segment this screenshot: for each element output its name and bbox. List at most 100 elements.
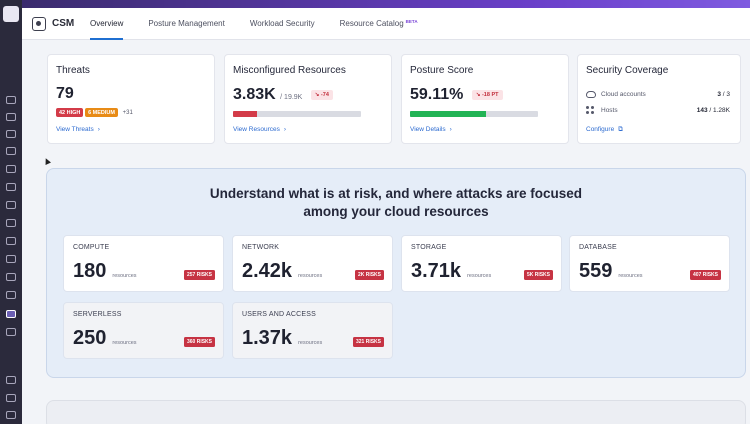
tab-overview[interactable]: Overview (90, 8, 124, 40)
tab-label: Posture Management (148, 19, 225, 28)
cloud-accounts-label: Cloud accounts (601, 91, 646, 98)
resource-count: 2.42k (242, 260, 293, 282)
cloud-accounts-value: 3 / 3 (717, 91, 730, 98)
posture-progress-bar (410, 111, 538, 117)
risk-card-compute[interactable]: COMPUTE 180 resources 257 RISKS (63, 235, 224, 292)
misconfigured-resources-card: Misconfigured Resources 3.83K / 19.9K ↘ … (224, 54, 392, 144)
external-link-icon: ⧉ (618, 126, 623, 133)
more-count: +31 (122, 109, 133, 116)
headline-line-2: among your cloud resources (303, 204, 489, 219)
left-nav-sidebar (0, 0, 22, 424)
tab-label: Overview (90, 19, 124, 28)
hosts-value: 143 / 1.28K (697, 107, 730, 114)
link-label: View Threats (56, 126, 94, 133)
risk-card-value-row: 3.71k resources (411, 260, 491, 283)
risk-card-users-and-access[interactable]: USERS AND ACCESS 1.37k resources 321 RISK… (232, 302, 393, 359)
progress-fill (410, 111, 486, 117)
medium-severity-badge: 6 MEDIUM (85, 108, 118, 117)
next-section-panel (46, 400, 746, 424)
hosts-count: 143 (696, 106, 708, 114)
view-threats-link[interactable]: View Threats › (56, 126, 100, 133)
cloud-icon (586, 91, 596, 98)
resource-count: 250 (73, 327, 107, 349)
watchdog-icon[interactable] (6, 113, 16, 121)
integrations-icon[interactable] (6, 165, 16, 173)
cloud-accounts-row: Cloud accounts 3 / 3 (586, 91, 730, 98)
misconfigured-progress-bar (233, 111, 361, 117)
hosts-total: / 1.28K (707, 106, 730, 114)
cloud-count: 3 (717, 91, 721, 98)
resources-label: resources (112, 273, 137, 279)
ci-icon[interactable] (6, 291, 16, 299)
risk-card-value-row: 250 resources (73, 327, 137, 350)
infrastructure-icon[interactable] (6, 201, 16, 209)
settings-icon[interactable] (6, 394, 16, 402)
misconfigured-total: / 19.9K (280, 94, 303, 101)
tab-posture-management[interactable]: Posture Management (148, 8, 225, 40)
card-title: Threats (56, 65, 90, 76)
link-label: View Resources (233, 126, 280, 133)
high-severity-badge: 42 HIGH (56, 108, 84, 117)
risk-card-value-row: 1.37k resources (242, 327, 322, 350)
risks-badge: 2K RISKS (354, 270, 384, 280)
cloud-total: / 3 (720, 91, 730, 98)
posture-value-row: 59.11% ↘ -18 PT (410, 86, 503, 104)
card-title: Misconfigured Resources (233, 65, 346, 76)
hosts-label: Hosts (601, 106, 618, 114)
view-details-link[interactable]: View Details › (410, 126, 452, 133)
risk-card-network[interactable]: NETWORK 2.42k resources 2K RISKS (232, 235, 393, 292)
configure-link[interactable]: Configure ⧉ (586, 126, 623, 134)
metrics-icon[interactable] (6, 219, 16, 227)
risk-card-label: STORAGE (411, 244, 447, 251)
risk-card-value-row: 559 resources (579, 260, 643, 283)
link-label: View Details (410, 126, 446, 133)
help-icon[interactable] (6, 411, 16, 419)
risk-card-value-row: 180 resources (73, 260, 137, 283)
card-title: Security Coverage (586, 65, 669, 76)
csm-icon (32, 16, 46, 31)
sparkle-icon[interactable] (6, 328, 16, 336)
security-coverage-card: Security Coverage Cloud accounts 3 / 3 H… (577, 54, 741, 144)
resources-label: resources (112, 340, 137, 346)
misconfigured-count: 3.83K (233, 86, 276, 103)
top-header: CSM Overview Posture Management Workload… (22, 8, 750, 40)
security-icon[interactable] (6, 310, 16, 318)
threats-card: Threats 79 42 HIGH 6 MEDIUM +31 View Thr… (47, 54, 215, 144)
misconfigured-value-row: 3.83K / 19.9K ↘ -74 (233, 86, 333, 104)
risk-card-label: COMPUTE (73, 244, 110, 251)
threats-count: 79 (56, 85, 74, 102)
apm-icon[interactable] (6, 183, 16, 191)
progress-fill (233, 111, 258, 117)
resource-count: 180 (73, 260, 107, 282)
help-chat-icon[interactable] (6, 376, 16, 384)
posture-score-value: 59.11% (410, 86, 464, 103)
resources-label: resources (467, 273, 492, 279)
mouse-cursor-icon (43, 157, 51, 165)
risk-card-value-row: 2.42k resources (242, 260, 322, 283)
risk-card-label: USERS AND ACCESS (242, 311, 316, 318)
tab-resource-catalog[interactable]: Resource Catalog BETA (340, 8, 418, 40)
tab-workload-security[interactable]: Workload Security (250, 8, 315, 40)
dashboards-icon[interactable] (6, 130, 16, 138)
risk-card-label: DATABASE (579, 244, 617, 251)
risks-badge: 360 RISKS (183, 337, 215, 347)
risk-card-label: SERVERLESS (73, 311, 122, 318)
top-banner (22, 0, 750, 8)
logs-icon[interactable] (6, 237, 16, 245)
chevron-right-icon: › (283, 126, 287, 133)
view-resources-link[interactable]: View Resources › (233, 126, 286, 133)
search-icon[interactable] (6, 96, 16, 104)
risks-badge: 321 RISKS (352, 337, 384, 347)
resources-label: resources (298, 273, 323, 279)
resource-count: 1.37k (242, 327, 293, 349)
monitors-icon[interactable] (6, 147, 16, 155)
network-icon[interactable] (6, 255, 16, 263)
hosts-icon (586, 106, 596, 114)
risk-card-storage[interactable]: STORAGE 3.71k resources 5K RISKS (401, 235, 562, 292)
risks-badge: 257 RISKS (183, 270, 215, 280)
datadog-logo-icon[interactable] (3, 6, 19, 22)
risk-card-database[interactable]: DATABASE 559 resources 407 RISKS (569, 235, 730, 292)
ux-monitoring-icon[interactable] (6, 273, 16, 281)
risk-card-serverless[interactable]: SERVERLESS 250 resources 360 RISKS (63, 302, 224, 359)
risk-card-label: NETWORK (242, 244, 280, 251)
